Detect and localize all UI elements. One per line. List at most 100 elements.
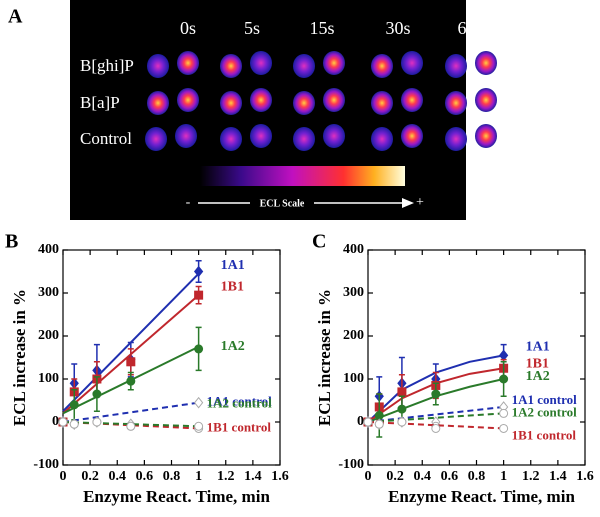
- data-point: [397, 387, 407, 397]
- x-axis-label: Enzyme React. Time, min: [388, 487, 575, 506]
- x-tick-label: 0.6: [441, 469, 459, 484]
- ecl-spot: [177, 51, 199, 75]
- ecl-spot: [371, 54, 393, 78]
- row-label: Control: [80, 129, 132, 148]
- ecl-images: [145, 51, 497, 151]
- series-label: 1A2 control: [207, 395, 273, 410]
- series-label: 1A1: [526, 340, 550, 355]
- x-tick-label: 0.2: [386, 469, 404, 484]
- data-point: [499, 423, 509, 433]
- data-point: [499, 374, 509, 384]
- time-label: 15s: [309, 18, 334, 38]
- ecl-spot: [445, 54, 467, 78]
- scale-arrowhead: [402, 198, 414, 208]
- ecl-spot: [371, 91, 393, 115]
- ecl-spot: [220, 91, 242, 115]
- ecl-spot: [401, 51, 423, 75]
- x-tick-label: 1.4: [549, 469, 567, 484]
- ecl-spot: [147, 54, 169, 78]
- ecl-spot: [323, 124, 345, 148]
- data-point: [431, 423, 441, 433]
- y-tick-label: 200: [343, 328, 364, 343]
- series-label: 1A1 control: [512, 392, 578, 407]
- data-point: [374, 419, 384, 429]
- data-point: [126, 357, 136, 367]
- y-tick-label: 100: [343, 371, 364, 386]
- ecl-spot: [293, 54, 315, 78]
- y-tick-label: 200: [38, 328, 59, 343]
- x-tick-label: 0.6: [136, 469, 154, 484]
- fit-line: [367, 421, 504, 430]
- time-label: 0s: [180, 18, 196, 38]
- ecl-spot: [371, 127, 393, 151]
- panel-label: B: [5, 231, 18, 253]
- series-label: 1B1: [526, 356, 549, 371]
- series-label: 1A2: [221, 339, 245, 354]
- y-tick-label: 400: [343, 242, 364, 257]
- data-point: [194, 421, 204, 431]
- y-tick-label: 0: [52, 414, 59, 429]
- ecl-spot: [293, 127, 315, 151]
- series-label: 1B1: [221, 279, 244, 294]
- fit-line: [62, 421, 199, 428]
- ecl-spot: [445, 91, 467, 115]
- fit-line: [62, 401, 199, 423]
- scale-label-bg: [250, 196, 314, 210]
- row-label: B[ghi]P: [80, 56, 134, 75]
- time-label: 60s: [457, 18, 482, 38]
- data-point: [194, 290, 204, 300]
- series-label: 1A2 control: [512, 404, 578, 419]
- x-tick-label: 0: [365, 469, 372, 484]
- scale-max: +: [416, 195, 424, 210]
- x-tick-label: 1.2: [522, 469, 540, 484]
- x-tick-label: 0: [60, 469, 67, 484]
- y-tick-label: -100: [33, 457, 59, 472]
- x-tick-label: 1: [195, 469, 202, 484]
- x-tick-label: 0.8: [163, 469, 181, 484]
- data-point: [126, 421, 136, 431]
- ecl-spot: [323, 51, 345, 75]
- ecl-scale-bar: [200, 166, 405, 186]
- y-tick-label: -100: [338, 457, 364, 472]
- ecl-spot: [220, 127, 242, 151]
- series-label: 1B1 control: [512, 427, 577, 442]
- data-point: [126, 376, 136, 386]
- series-label: 1B1 control: [207, 419, 272, 434]
- x-tick-label: 0.2: [81, 469, 99, 484]
- data-point: [58, 417, 68, 427]
- ecl-spot: [250, 51, 272, 75]
- time-label: 5s: [244, 18, 260, 38]
- data-point: [69, 400, 79, 410]
- data-point: [194, 344, 204, 354]
- ecl-spot: [475, 124, 497, 148]
- ecl-spot: [475, 51, 497, 75]
- fit-line: [367, 405, 504, 423]
- x-tick-label: 1: [500, 469, 507, 484]
- fit-line: [367, 412, 504, 423]
- scale-label: ECL Scale: [260, 198, 305, 209]
- x-tick-label: 1.4: [244, 469, 262, 484]
- data-point: [92, 417, 102, 427]
- y-tick-label: 300: [38, 285, 59, 300]
- x-tick-label: 0.4: [109, 469, 127, 484]
- x-tick-label: 0.8: [468, 469, 486, 484]
- series-label: 1A2: [526, 369, 550, 384]
- ecl-spot: [147, 91, 169, 115]
- data-point: [397, 404, 407, 414]
- y-tick-label: 300: [343, 285, 364, 300]
- y-tick-label: 0: [357, 414, 364, 429]
- y-axis-label: ECL increase in %: [315, 289, 334, 426]
- x-tick-label: 1.2: [217, 469, 235, 484]
- data-point: [499, 408, 509, 418]
- ecl-spot: [445, 127, 467, 151]
- ecl-spot: [175, 124, 197, 148]
- data-point: [193, 396, 204, 409]
- ecl-spot: [475, 88, 497, 112]
- data-point: [397, 417, 407, 427]
- data-point: [363, 417, 373, 427]
- series-label: 1A1: [221, 258, 245, 273]
- y-tick-label: 400: [38, 242, 59, 257]
- data-point: [498, 349, 509, 362]
